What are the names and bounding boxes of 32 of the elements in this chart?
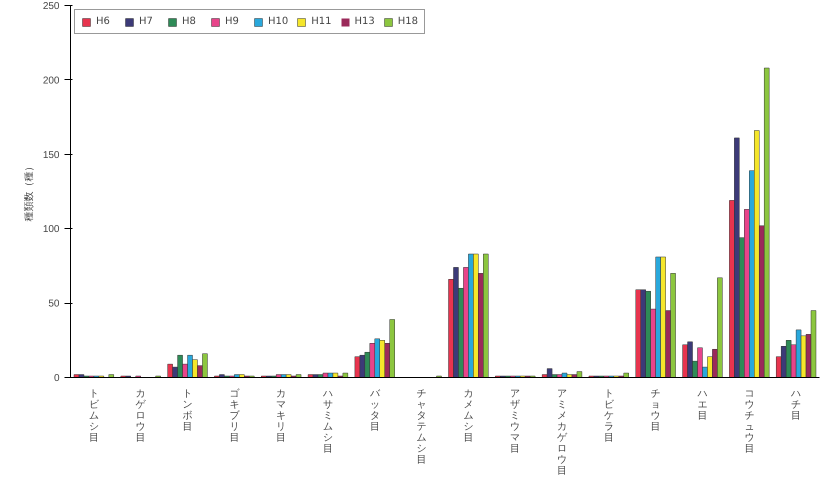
x-tick-label: アザミウマ目 — [510, 388, 520, 454]
x-tick-label: カゲロウ目 — [136, 388, 147, 444]
x-tick-label: トンボ目 — [182, 388, 193, 432]
y-tick-label: 250 — [42, 1, 60, 12]
bar — [108, 374, 114, 378]
x-tick-label: ゴキブリ目 — [229, 388, 240, 444]
y-tick-label: 50 — [48, 298, 60, 310]
legend-label: H13 — [354, 16, 375, 27]
legend-label: H6 — [96, 16, 111, 27]
x-tick-label: コウチュウ目 — [744, 388, 754, 454]
legend-label: H18 — [398, 16, 418, 27]
y-tick-label: 100 — [42, 224, 60, 236]
x-tick-label: チャタテムシ目 — [416, 388, 427, 466]
x-tick-label: ハチ目 — [790, 388, 802, 422]
x-tick-label: トビケラ目 — [604, 388, 615, 444]
legend-label: H9 — [225, 16, 240, 27]
y-tick-label: 200 — [42, 75, 60, 86]
x-tick-label: バッタ目 — [368, 388, 381, 432]
x-tick-label: ハサミムシ目 — [322, 388, 333, 454]
x-tick-label: ハエ目 — [696, 388, 708, 422]
x-tick-label: カマキリ目 — [276, 388, 286, 444]
x-tick-label: チョウ目 — [650, 388, 661, 432]
legend-label: H7 — [139, 16, 154, 27]
legend-label: H8 — [182, 16, 197, 27]
legend-label: H11 — [311, 16, 332, 27]
x-tick-label: アミメカゲロウ目 — [557, 388, 568, 476]
legend-label: H10 — [268, 16, 288, 27]
x-tick-label: カメムシ目 — [463, 388, 474, 444]
y-tick-label: 0 — [54, 373, 60, 384]
y-axis-title: 種類数（種） — [22, 162, 35, 222]
y-tick-label: 150 — [42, 150, 60, 161]
x-tick-label: トビムシ目 — [88, 388, 100, 444]
